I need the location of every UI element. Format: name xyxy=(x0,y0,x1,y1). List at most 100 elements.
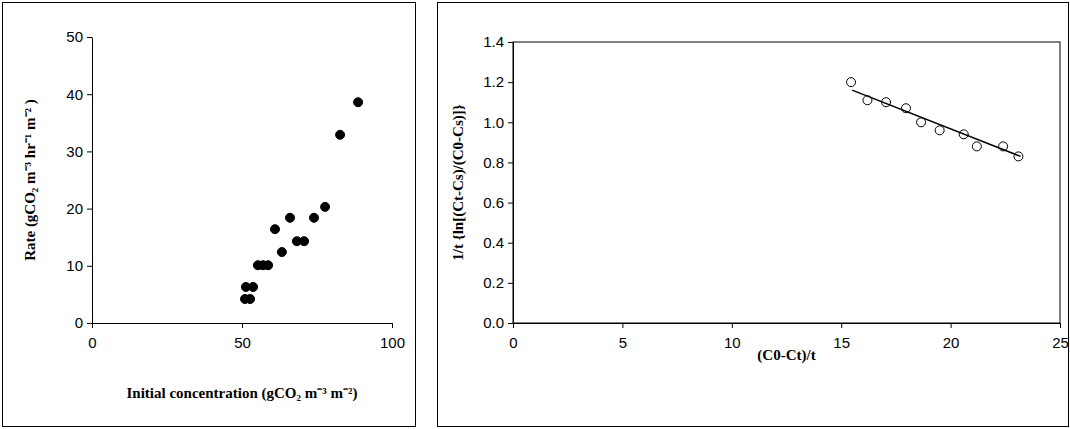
y-tick-label: 20 xyxy=(66,200,83,217)
x-axis-line xyxy=(514,323,1061,324)
point xyxy=(286,213,295,222)
y-tick-mark xyxy=(87,209,92,210)
y-tick-label: 1.4 xyxy=(483,33,504,50)
point xyxy=(847,78,856,87)
x-tick-mark xyxy=(92,323,93,328)
point xyxy=(249,282,258,291)
point xyxy=(935,126,944,135)
x-tick: 50 xyxy=(234,323,251,351)
y-tick-label: 1.2 xyxy=(483,73,504,90)
point xyxy=(336,130,345,139)
point xyxy=(300,237,309,246)
y-tick: 1.0 xyxy=(483,114,513,131)
x-axis-title: (C0-Ct)/t xyxy=(757,347,815,364)
y-tick: 20 xyxy=(66,200,92,217)
y-axis-line xyxy=(513,43,514,324)
x-tick: 15 xyxy=(833,323,850,351)
panel-border xyxy=(3,3,416,427)
y-axis-title: 1/t {ln[(Ct-Cs)/(C0-Cs)]} xyxy=(450,104,467,260)
x-tick: 20 xyxy=(943,323,960,351)
x-tick: 10 xyxy=(724,323,741,351)
x-tick-mark xyxy=(622,323,623,328)
x-tick: 100 xyxy=(380,323,405,351)
y-tick: 0.8 xyxy=(483,154,513,171)
y-tick-mark xyxy=(87,266,92,267)
point xyxy=(321,202,330,211)
y-tick: 0.6 xyxy=(483,194,513,211)
y-tick-mark xyxy=(87,323,92,324)
y-tick: 0.0 xyxy=(483,314,513,331)
x-axis-title: Initial concentration (gCO₂ m⁻³ m⁻²) xyxy=(127,385,358,402)
y-tick: 0.2 xyxy=(483,274,513,291)
y-tick-mark xyxy=(87,94,92,95)
point xyxy=(310,213,319,222)
point xyxy=(277,248,286,257)
x-tick-mark xyxy=(242,323,243,328)
y-tick: 40 xyxy=(66,86,92,103)
x-tick-label: 50 xyxy=(234,334,251,351)
y-tick-label: 0 xyxy=(75,314,83,331)
y-tick-label: 0.4 xyxy=(483,234,504,251)
x-tick-label: 0 xyxy=(509,334,517,351)
y-tick: 50 xyxy=(66,28,92,45)
y-tick-label: 50 xyxy=(66,28,83,45)
y-tick: 0 xyxy=(75,314,92,331)
point xyxy=(246,294,255,303)
y-tick: 10 xyxy=(66,257,92,274)
x-tick-label: 5 xyxy=(619,334,627,351)
y-tick: 1.2 xyxy=(483,73,513,90)
y-axis: 0.0 0.2 0.4 0.6 0.8 1.0 1.2 1.4 xyxy=(483,33,513,331)
y-tick: 0.4 xyxy=(483,234,513,251)
x-tick-label: 15 xyxy=(833,334,850,351)
x-tick-mark xyxy=(732,323,733,328)
plot-frame xyxy=(513,42,1060,323)
point xyxy=(354,98,363,107)
y-tick-label: 0.0 xyxy=(483,314,504,331)
y-tick-mark xyxy=(508,122,513,123)
y-tick-label: 30 xyxy=(66,143,83,160)
y-tick: 30 xyxy=(66,143,92,160)
y-tick-label: 10 xyxy=(66,257,83,274)
y-tick-mark xyxy=(87,151,92,152)
y-tick-mark xyxy=(508,82,513,83)
x-tick-label: 25 xyxy=(1052,334,1069,351)
point xyxy=(972,142,981,151)
y-tick-mark xyxy=(508,203,513,204)
plot-area xyxy=(847,78,1023,161)
trend-line xyxy=(852,90,1020,156)
x-axis: 0 50 100 xyxy=(88,323,405,351)
x-tick-label: 20 xyxy=(943,334,960,351)
y-tick-label: 0.6 xyxy=(483,194,504,211)
x-tick-label: 100 xyxy=(380,334,405,351)
y-axis: 0 10 20 30 40 50 xyxy=(66,28,92,331)
y-tick-mark xyxy=(508,323,513,324)
x-tick: 0 xyxy=(88,323,96,351)
x-tick-mark xyxy=(513,323,514,328)
x-tick-label: 0 xyxy=(88,334,96,351)
y-tick-mark xyxy=(508,283,513,284)
x-tick-mark xyxy=(392,323,393,328)
x-tick-mark xyxy=(841,323,842,328)
x-tick-mark xyxy=(951,323,952,328)
y-tick-label: 1.0 xyxy=(483,114,504,131)
panel-border xyxy=(438,3,1069,427)
y-tick-mark xyxy=(508,162,513,163)
point xyxy=(271,225,280,234)
y-tick: 1.4 xyxy=(483,33,513,50)
x-tick: 25 xyxy=(1052,323,1069,351)
x-tick-mark xyxy=(1060,323,1061,328)
plot-area xyxy=(241,98,363,304)
x-tick: 0 xyxy=(509,323,517,351)
y-tick-label: 0.8 xyxy=(483,154,504,171)
canvas: 05010001020304050Initial concentration (… xyxy=(0,0,1070,429)
y-tick-mark xyxy=(508,42,513,43)
x-tick: 5 xyxy=(619,323,627,351)
point xyxy=(1014,152,1023,161)
y-tick-mark xyxy=(508,243,513,244)
x-tick-label: 10 xyxy=(724,334,741,351)
y-tick-mark xyxy=(87,37,92,38)
y-axis-title: Rate (gCO₂ m⁻³ hr⁻¹ m⁻² ) xyxy=(22,99,39,261)
y-tick-label: 0.2 xyxy=(483,274,504,291)
y-axis-line xyxy=(92,38,93,324)
y-tick-label: 40 xyxy=(66,86,83,103)
